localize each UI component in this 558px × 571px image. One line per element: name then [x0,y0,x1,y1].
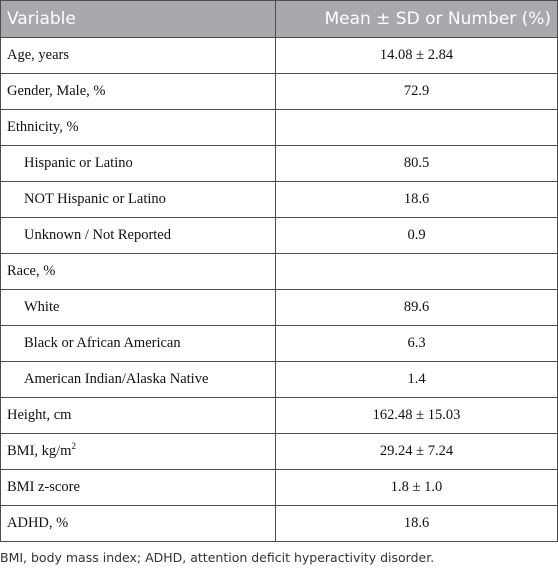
table-row: Black or African American 6.3 [0,325,558,362]
table-row: White 89.6 [0,289,558,326]
table-row: Race, % [0,253,558,290]
table-row: BMI, kg/m2 29.24 ± 7.24 [0,433,558,470]
row-label: BMI z-score [0,469,276,506]
row-value: 29.24 ± 7.24 [275,433,558,470]
row-label: Height, cm [0,397,276,434]
row-label: NOT Hispanic or Latino [0,181,276,218]
row-label: White [0,289,276,326]
row-label: Age, years [0,37,276,74]
table-row: American Indian/Alaska Native 1.4 [0,361,558,398]
row-value: 89.6 [275,289,558,326]
row-label: Gender, Male, % [0,73,276,110]
row-value: 0.9 [275,217,558,254]
table-row: Gender, Male, % 72.9 [0,73,558,110]
row-value: 162.48 ± 15.03 [275,397,558,434]
row-label: BMI, kg/m [7,443,72,459]
header-mean-sd: Mean ± SD or Number (%) [275,0,558,38]
row-value: 18.6 [275,505,558,542]
table-header-row: Variable Mean ± SD or Number (%) [0,0,558,38]
table-footnote: BMI, body mass index; ADHD, attention de… [0,550,435,565]
superscript: 2 [71,441,76,452]
table-row: Unknown / Not Reported 0.9 [0,217,558,254]
table-row: Hispanic or Latino 80.5 [0,145,558,182]
row-value: 80.5 [275,145,558,182]
characteristics-table-container: Variable Mean ± SD or Number (%) Age, ye… [0,0,558,542]
row-value: 1.4 [275,361,558,398]
table-row: BMI z-score 1.8 ± 1.0 [0,469,558,506]
table-row: ADHD, % 18.6 [0,505,558,542]
row-label: ADHD, % [0,505,276,542]
table-row: NOT Hispanic or Latino 18.6 [0,181,558,218]
table-row: Height, cm 162.48 ± 15.03 [0,397,558,434]
row-label: Race, % [0,253,276,290]
row-value: 18.6 [275,181,558,218]
row-label: Black or African American [0,325,276,362]
table-row: Age, years 14.08 ± 2.84 [0,37,558,74]
row-value: 72.9 [275,73,558,110]
row-label: American Indian/Alaska Native [0,361,276,398]
row-value: 6.3 [275,325,558,362]
table-row: Ethnicity, % [0,109,558,146]
row-label-bmi: BMI, kg/m2 [0,433,276,470]
row-value [275,109,558,146]
characteristics-table: Variable Mean ± SD or Number (%) Age, ye… [0,0,558,542]
row-label: Hispanic or Latino [0,145,276,182]
row-label: Ethnicity, % [0,109,276,146]
row-value: 1.8 ± 1.0 [275,469,558,506]
header-variable: Variable [0,0,276,38]
row-label: Unknown / Not Reported [0,217,276,254]
row-value [275,253,558,290]
row-value: 14.08 ± 2.84 [275,37,558,74]
